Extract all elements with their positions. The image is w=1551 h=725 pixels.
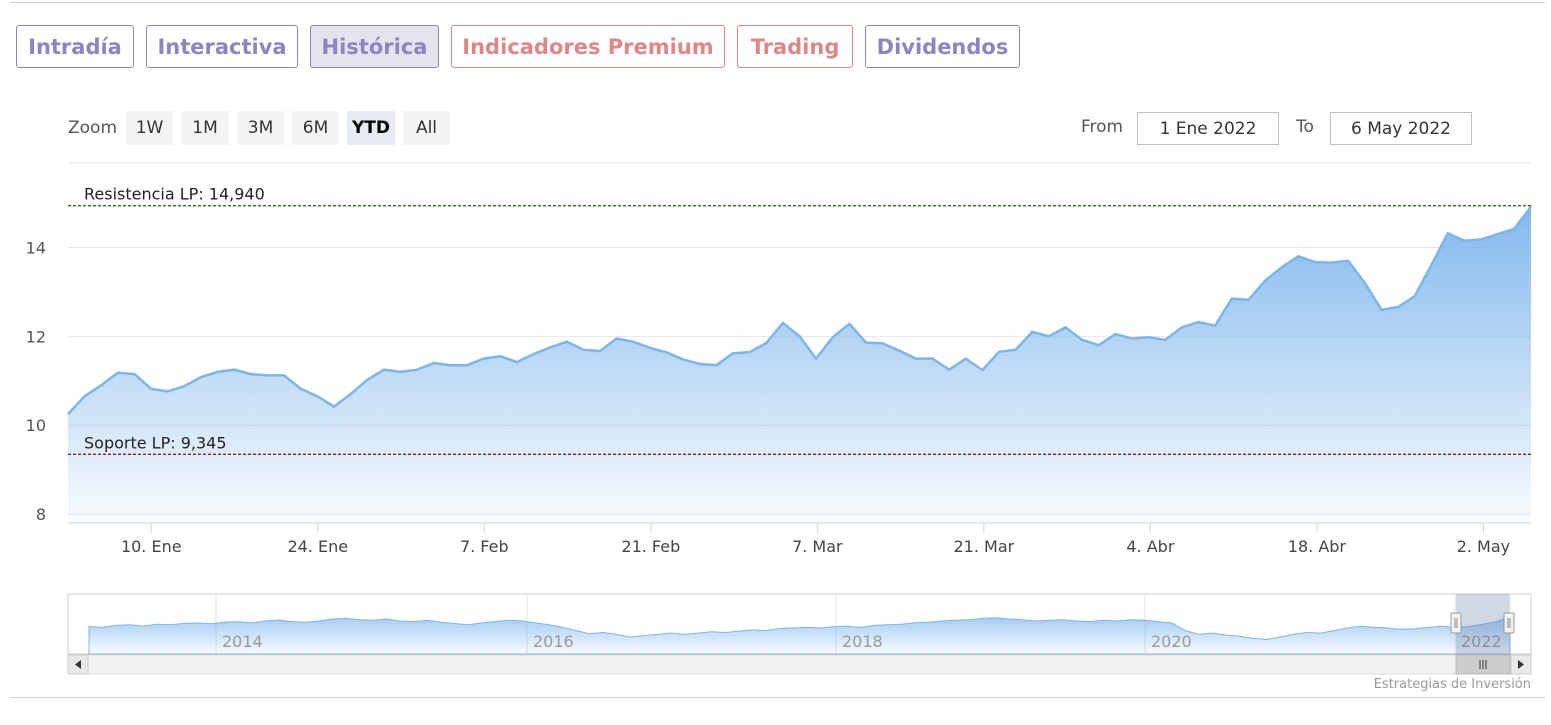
- from-label: From: [1081, 117, 1124, 137]
- navigator-year-labels: 2014 2016 2018 2020 2022: [222, 632, 1502, 651]
- tab-intradia[interactable]: Intradía: [16, 25, 134, 68]
- y-tick-label: 12: [26, 327, 46, 346]
- zoom-1m-button[interactable]: 1M: [181, 111, 229, 145]
- navigator-gridlines: [215, 594, 1456, 654]
- x-tick-label: 2. May: [1457, 537, 1510, 556]
- x-tick-label: 24. Ene: [287, 537, 348, 556]
- scrollbar-left-button[interactable]: [67, 654, 89, 675]
- navigator-area: [88, 615, 1511, 655]
- navigator-year-label: 2020: [1151, 632, 1192, 651]
- x-tick-label: 7. Mar: [792, 537, 843, 556]
- zoom-1w-button[interactable]: 1W: [126, 111, 173, 145]
- price-area: [68, 206, 1531, 523]
- x-tick-label: 18. Abr: [1288, 537, 1347, 556]
- zoom-all-button[interactable]: All: [403, 111, 450, 145]
- navigator-frame: [67, 593, 1532, 655]
- zoom-label: Zoom: [68, 118, 118, 138]
- navigator-year-label: 2016: [533, 632, 574, 651]
- price-line: [67, 205, 1533, 415]
- scrollbar-track[interactable]: [67, 654, 1532, 675]
- tab-dividendos[interactable]: Dividendos: [865, 25, 1020, 68]
- zoom-ytd-button[interactable]: YTD: [347, 111, 395, 145]
- x-tick-label: 7. Feb: [460, 537, 509, 556]
- scroll-left-arrow-icon: [75, 660, 81, 669]
- support-label: Soporte LP: 9,345: [84, 433, 227, 452]
- navigator-left-handle[interactable]: [1450, 612, 1462, 634]
- navigator-selection[interactable]: [1456, 594, 1510, 654]
- y-tick-label: 8: [36, 505, 46, 524]
- resistance-label: Resistencia LP: 14,940: [84, 185, 265, 204]
- y-tick-label: 14: [26, 238, 46, 257]
- bottom-divider: [10, 697, 1545, 698]
- tab-interactiva[interactable]: Interactiva: [146, 25, 298, 68]
- x-tick-label: 4. Abr: [1126, 537, 1174, 556]
- x-tick-label: 21. Mar: [954, 537, 1015, 556]
- y-gridlines: [68, 246, 1531, 515]
- from-date-input[interactable]: 1 Ene 2022: [1137, 112, 1279, 145]
- top-divider: [10, 2, 1545, 3]
- tab-historica[interactable]: Histórica: [310, 25, 439, 68]
- navigator-year-label: 2014: [222, 632, 263, 651]
- scroll-right-arrow-icon: [1518, 660, 1524, 669]
- scrollbar-thumb[interactable]: [1455, 654, 1511, 675]
- zoom-3m-button[interactable]: 3M: [237, 111, 284, 145]
- y-axis-labels: 8 10 12 14: [26, 238, 46, 524]
- zoom-6m-button[interactable]: 6M: [292, 111, 339, 145]
- to-label: To: [1296, 117, 1314, 137]
- y-tick-label: 10: [26, 416, 46, 435]
- tab-indicadores-premium[interactable]: Indicadores Premium: [451, 25, 725, 68]
- x-axis-labels: 10. Ene 24. Ene 7. Feb 21. Feb 7. Mar 21. Mar…: [121, 523, 1510, 556]
- navigator-year-label: 2018: [842, 632, 883, 651]
- chart-credits[interactable]: Estrategias de Inversión: [1373, 677, 1531, 692]
- x-tick-label: 21. Feb: [621, 537, 680, 556]
- tab-trading[interactable]: Trading: [737, 25, 853, 68]
- navigator-right-handle[interactable]: [1503, 612, 1515, 634]
- scrollbar-right-button[interactable]: [1510, 654, 1532, 675]
- to-date-input[interactable]: 6 May 2022: [1330, 112, 1472, 145]
- x-tick-label: 10. Ene: [121, 537, 182, 556]
- navigator-year-label: 2022: [1461, 632, 1502, 651]
